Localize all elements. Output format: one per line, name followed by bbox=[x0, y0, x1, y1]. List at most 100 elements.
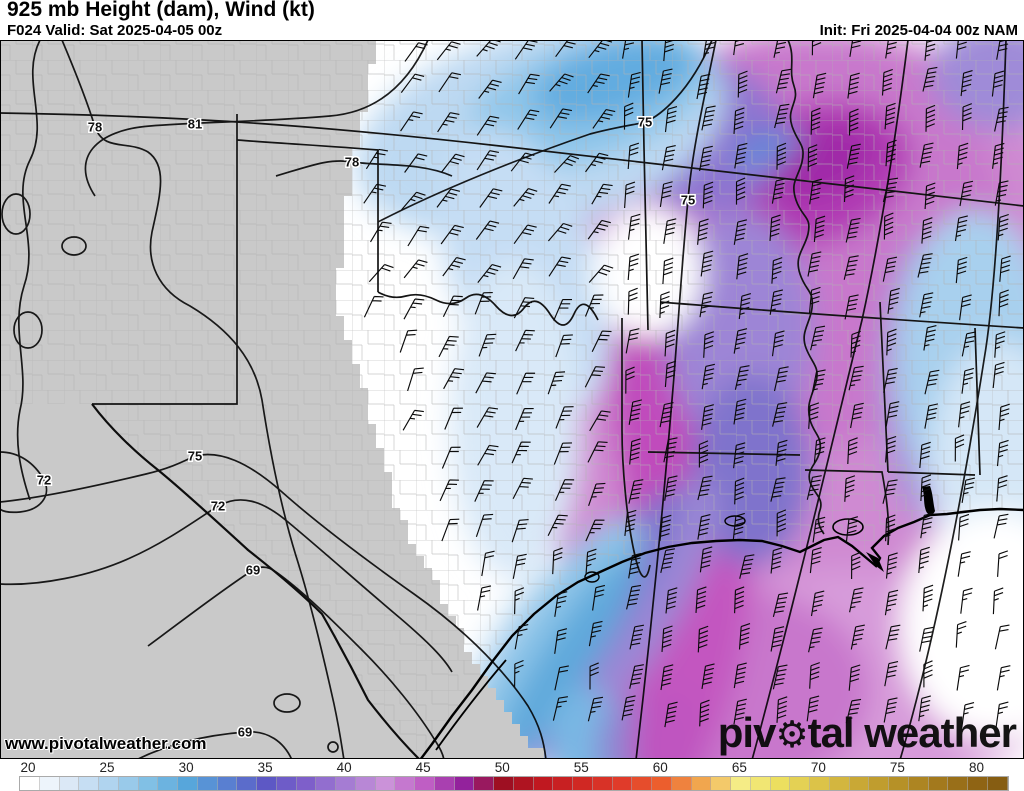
wind-barb bbox=[770, 547, 783, 574]
wind-barb bbox=[697, 475, 713, 501]
wind-barb bbox=[624, 181, 636, 209]
wind-barb bbox=[548, 183, 571, 204]
wind-barb bbox=[585, 152, 609, 173]
wind-barb bbox=[844, 475, 856, 502]
wind-barb bbox=[961, 331, 976, 357]
wind-barb bbox=[370, 221, 392, 243]
wind-barb bbox=[808, 627, 823, 653]
wind-barb bbox=[591, 183, 613, 205]
wind-barb bbox=[734, 365, 750, 390]
wind-barb bbox=[771, 330, 785, 357]
wind-barb bbox=[701, 404, 714, 430]
wind-barb bbox=[733, 107, 745, 134]
colorbar-cell bbox=[276, 777, 297, 790]
wind-barb bbox=[961, 477, 976, 503]
wind-barb bbox=[697, 514, 711, 540]
wind-barb bbox=[847, 437, 858, 465]
wind-barb bbox=[956, 664, 970, 691]
wind-barb bbox=[591, 330, 612, 353]
colorbar-cell bbox=[158, 777, 178, 790]
wind-barb bbox=[736, 253, 749, 280]
wind-barb bbox=[659, 181, 673, 207]
wind-barb bbox=[922, 584, 934, 612]
colorbar-cell bbox=[415, 777, 435, 790]
wind-barb bbox=[552, 696, 568, 721]
wind-barb bbox=[882, 479, 898, 504]
wind-barb bbox=[850, 402, 864, 429]
wind-barb bbox=[555, 406, 574, 429]
wind-barb bbox=[810, 325, 826, 351]
wind-barb bbox=[738, 292, 752, 320]
colorbar-cell bbox=[79, 777, 99, 790]
wind-barb bbox=[811, 369, 826, 395]
wind-barb bbox=[955, 620, 967, 648]
state-borders bbox=[0, 40, 1024, 578]
wind-barb bbox=[549, 108, 573, 129]
wind-barb bbox=[961, 103, 973, 131]
wind-barb bbox=[775, 439, 788, 466]
wind-barb bbox=[809, 546, 822, 574]
wind-barb bbox=[628, 479, 644, 504]
colorbar-cell bbox=[118, 777, 139, 790]
wind-barb bbox=[958, 401, 971, 428]
wind-barb bbox=[886, 328, 897, 356]
wind-barb bbox=[515, 408, 534, 431]
wind-barb bbox=[921, 217, 933, 244]
colorbar-cell bbox=[928, 777, 949, 790]
wind-barb bbox=[587, 73, 610, 94]
wind-barb bbox=[436, 41, 461, 61]
wind-barb bbox=[621, 695, 636, 721]
wind-barb bbox=[845, 516, 859, 543]
wind-barb bbox=[884, 589, 899, 616]
wind-barb bbox=[922, 66, 938, 92]
wind-barb bbox=[733, 40, 746, 56]
wind-barb bbox=[997, 213, 1009, 241]
wind-barb bbox=[996, 665, 1011, 691]
wind-barb bbox=[734, 142, 748, 169]
wind-barb bbox=[474, 480, 494, 502]
wind-barb bbox=[662, 257, 674, 285]
wind-barb bbox=[475, 372, 496, 394]
wind-barb bbox=[511, 518, 529, 543]
wind-barb bbox=[404, 42, 428, 62]
wind-barb bbox=[478, 79, 502, 99]
wind-barb bbox=[955, 40, 968, 59]
colorbar-area: 20 25 30 35 40 45 50 55 60 65 70 75 80 bbox=[0, 759, 1024, 791]
wind-barb bbox=[809, 178, 823, 205]
wind-barb bbox=[807, 144, 818, 172]
colorbar-cell bbox=[731, 777, 751, 790]
wind-barb bbox=[884, 661, 899, 687]
wind-barb bbox=[810, 107, 821, 135]
wind-barb bbox=[549, 73, 574, 92]
wind-barb bbox=[925, 104, 936, 132]
wind-barb bbox=[773, 366, 789, 392]
wind-barb bbox=[476, 407, 499, 428]
colorbar-cell bbox=[99, 777, 119, 790]
wind-barb bbox=[849, 40, 863, 57]
wind-barb bbox=[442, 295, 463, 318]
wind-barb bbox=[958, 513, 970, 541]
contour-label: 81 bbox=[188, 117, 202, 132]
wind-barb bbox=[363, 295, 384, 318]
wind-barb bbox=[664, 701, 678, 728]
wind-barb bbox=[769, 214, 781, 241]
wind-barb bbox=[660, 664, 674, 691]
wind-barb bbox=[813, 215, 826, 243]
wind-barb bbox=[584, 366, 605, 388]
wind-barb bbox=[923, 324, 937, 351]
wind-barb bbox=[403, 298, 425, 320]
wind-barb bbox=[553, 442, 572, 465]
wind-barb bbox=[734, 586, 745, 614]
wind-barb bbox=[923, 660, 933, 688]
colorbar-tick-label: 25 bbox=[99, 760, 115, 775]
colorbar-cell bbox=[810, 777, 830, 790]
colorbar-cell bbox=[395, 777, 415, 790]
wind-barb bbox=[733, 219, 748, 245]
wind-barb bbox=[924, 369, 940, 395]
wind-barb bbox=[924, 182, 936, 210]
wind-barb bbox=[770, 477, 786, 502]
wind-barb bbox=[885, 514, 896, 542]
wind-barb bbox=[622, 40, 636, 59]
wind-barb bbox=[702, 181, 714, 209]
wind-barb bbox=[554, 628, 568, 654]
